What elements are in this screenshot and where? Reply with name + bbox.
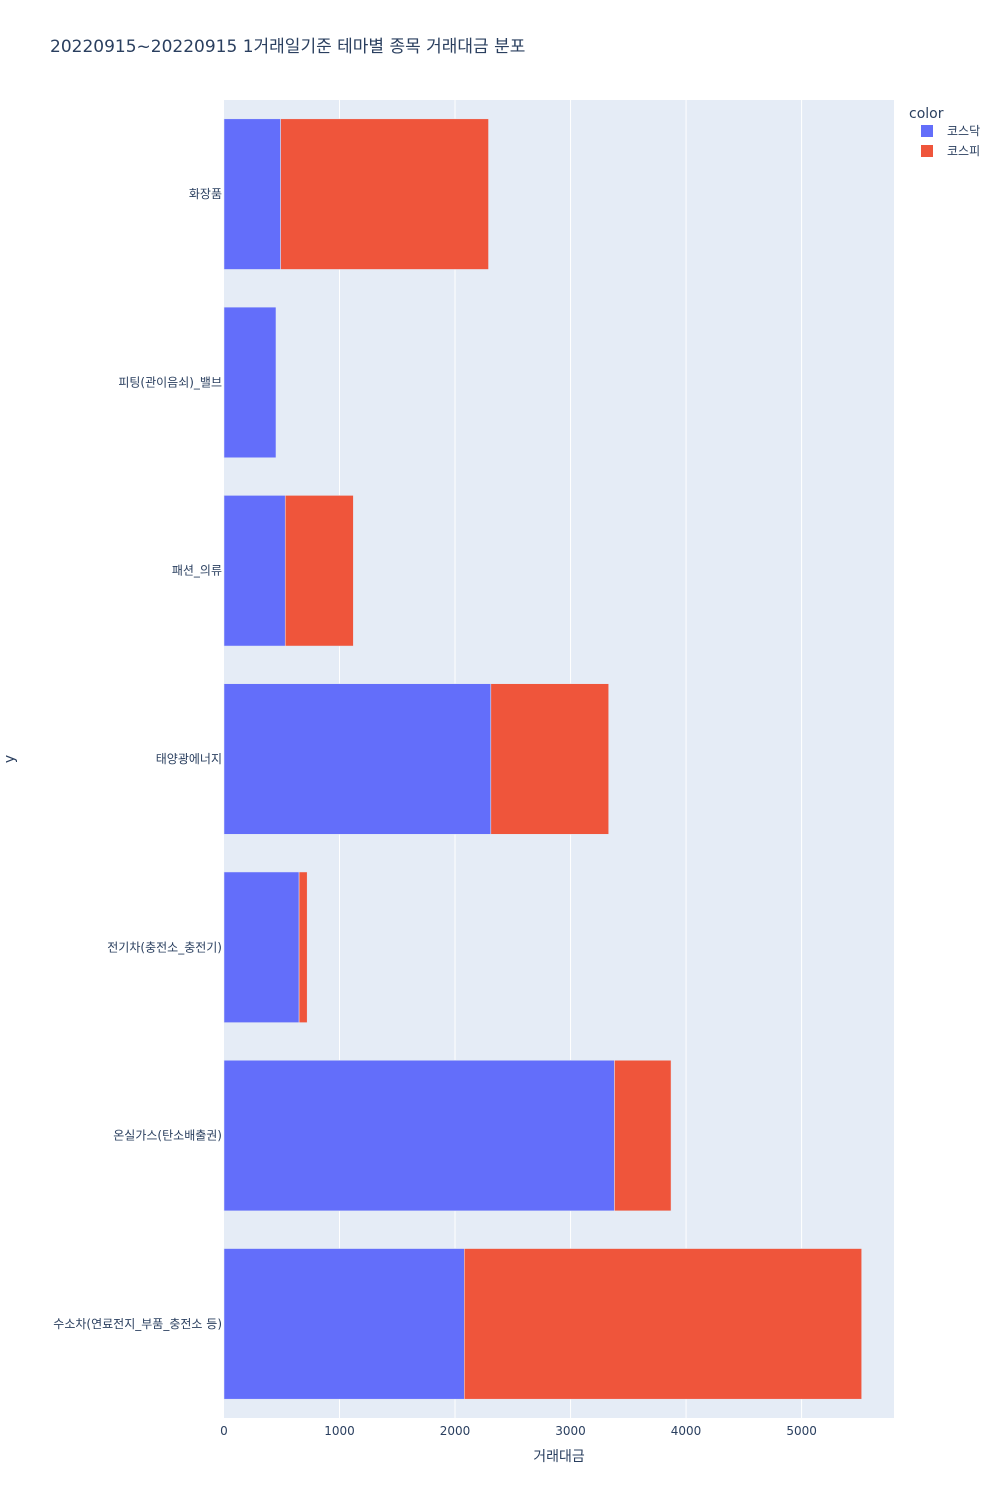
y-axis-title: y [2,755,18,763]
bar-kosdaq[interactable] [223,1060,615,1212]
bar-kosdaq[interactable] [223,1248,465,1400]
bars [223,118,862,1400]
bar-kospi[interactable] [284,495,354,647]
legend-item-label[interactable]: 코스피 [947,144,980,158]
bar-kosdaq[interactable] [223,306,277,458]
x-tick-labels: 0 1000 2000 3000 4000 5000 [220,1424,817,1438]
bar-kosdaq[interactable] [223,683,492,835]
x-tick-label: 4000 [671,1424,702,1438]
y-tick-label: 패션_의류 [172,564,222,578]
bar-kospi[interactable] [280,118,489,270]
y-tick-label: 화장품 [189,187,222,201]
y-tick-label: 피팅(관이음쇠)_밸브 [118,375,222,389]
legend-swatch [921,125,933,137]
bar-kosdaq[interactable] [223,118,281,270]
bar-kospi[interactable] [614,1060,672,1212]
x-tick-label: 3000 [555,1424,586,1438]
x-tick-label: 2000 [440,1424,471,1438]
bar-kospi[interactable] [298,871,308,1023]
y-tick-label: 수소차(연료전지_부품_충전소 등) [53,1317,222,1331]
legend-swatch [921,145,933,157]
y-tick-label: 전기차(충전소_충전기) [107,940,222,954]
y-tick-label: 온실가스(탄소배출권) [113,1129,222,1143]
legend-item-label[interactable]: 코스닥 [947,124,980,138]
y-tick-label: 태양광에너지 [156,752,222,766]
bar-kosdaq[interactable] [223,871,300,1023]
chart-title: 20220915~20220915 1거래일기준 테마별 종목 거래대금 분포 [50,37,526,57]
y-tick-labels: 수소차(연료전지_부품_충전소 등) 온실가스(탄소배출권) 전기차(충전소_충전기… [53,187,222,1331]
x-tick-label: 5000 [786,1424,817,1438]
legend-title: color [909,106,944,122]
bar-kospi[interactable] [490,683,609,835]
x-axis-title: 거래대금 [533,1449,585,1465]
x-tick-label: 0 [220,1424,228,1438]
bar-kospi[interactable] [464,1248,862,1400]
x-tick-label: 1000 [324,1424,355,1438]
bar-kosdaq[interactable] [223,495,286,647]
